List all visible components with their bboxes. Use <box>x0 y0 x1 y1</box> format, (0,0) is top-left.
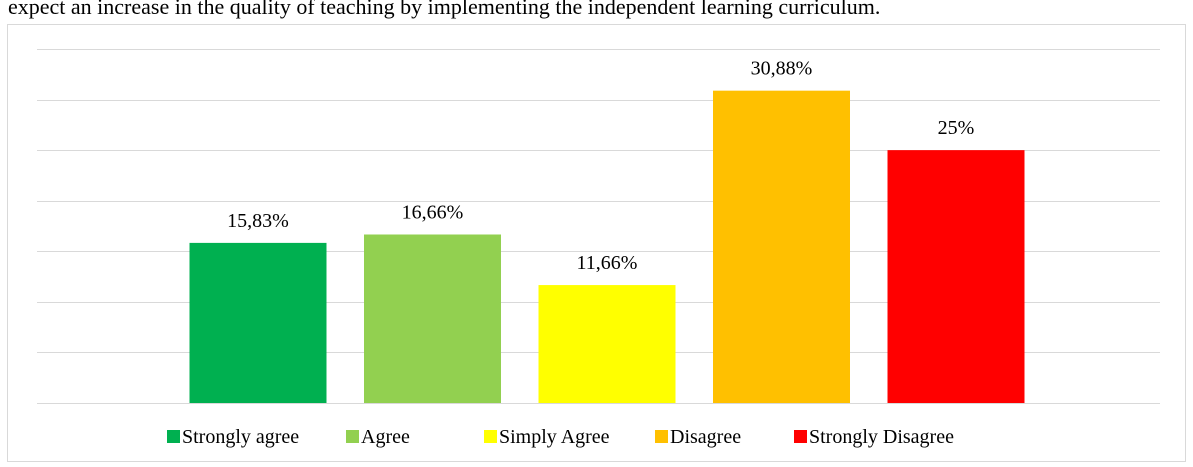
legend-swatch <box>484 430 497 443</box>
legend-label: Strongly Disagree <box>809 426 954 448</box>
data-label: 16,66% <box>402 201 464 223</box>
data-label: 25% <box>938 117 975 139</box>
legend-swatch <box>346 430 359 443</box>
legend-swatch <box>655 430 668 443</box>
bar <box>887 150 1025 403</box>
data-label: 11,66% <box>577 252 638 274</box>
chart-title: expect an increase in the quality of tea… <box>8 0 880 19</box>
bar <box>538 285 676 403</box>
legend-swatch <box>167 430 180 443</box>
chart-frame <box>7 24 1186 462</box>
bar <box>713 90 850 403</box>
data-label: 15,83% <box>227 210 289 232</box>
legend-label: Strongly agree <box>182 426 299 448</box>
bar <box>189 242 327 403</box>
legend-label: Simply Agree <box>499 426 610 448</box>
data-label: 30,88% <box>751 58 813 80</box>
bar <box>364 234 501 403</box>
legend-label: Agree <box>361 426 410 448</box>
legend-label: Disagree <box>670 426 741 448</box>
legend-swatch <box>794 430 807 443</box>
